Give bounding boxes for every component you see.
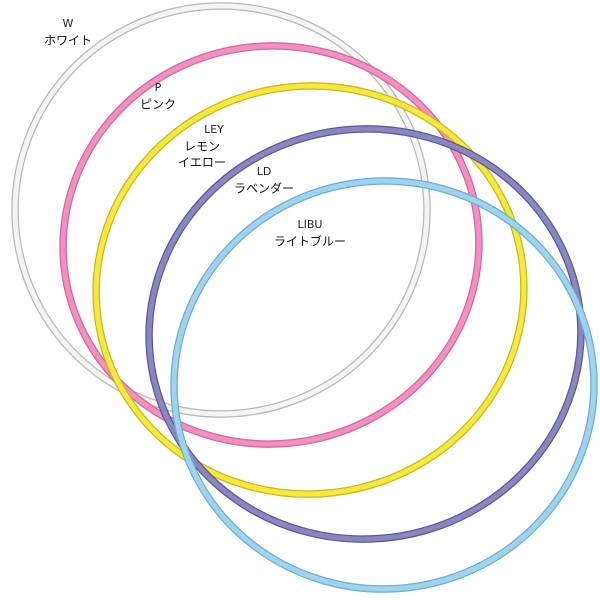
hoop xyxy=(60,43,482,447)
color-name: イエロー xyxy=(178,156,226,170)
hoop xyxy=(93,83,527,497)
color-code: LEY xyxy=(204,123,224,136)
color-name: ラベンダー xyxy=(234,181,294,196)
color-name: ピンク xyxy=(140,98,176,112)
color-code: LIBU xyxy=(298,218,323,231)
color-code: LD xyxy=(257,165,272,178)
color-name: レモン xyxy=(184,140,220,154)
hoop xyxy=(171,178,597,592)
color-name: ホワイト xyxy=(44,34,92,48)
hoop xyxy=(12,3,430,417)
color-code: W xyxy=(63,17,74,30)
color-name: ライトブルー xyxy=(274,234,346,249)
color-code: P xyxy=(155,81,162,94)
